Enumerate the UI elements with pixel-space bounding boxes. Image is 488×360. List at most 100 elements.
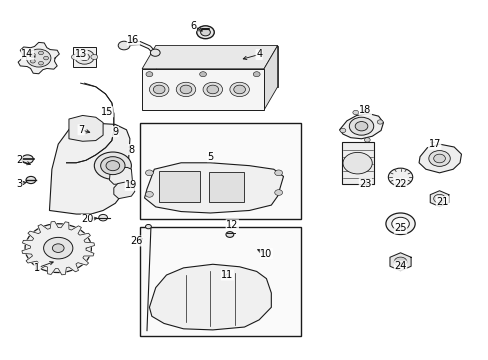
Circle shape bbox=[71, 54, 78, 59]
Circle shape bbox=[203, 82, 222, 96]
Text: 13: 13 bbox=[75, 49, 87, 59]
Text: 14: 14 bbox=[21, 49, 34, 59]
Text: 8: 8 bbox=[128, 144, 134, 154]
Polygon shape bbox=[114, 182, 135, 199]
Polygon shape bbox=[159, 171, 199, 202]
Polygon shape bbox=[22, 221, 94, 275]
Polygon shape bbox=[209, 172, 243, 202]
Circle shape bbox=[26, 176, 36, 184]
Text: 22: 22 bbox=[393, 179, 406, 189]
Text: 9: 9 bbox=[112, 127, 118, 136]
Circle shape bbox=[26, 49, 51, 67]
Circle shape bbox=[91, 54, 98, 59]
Circle shape bbox=[364, 138, 369, 142]
Circle shape bbox=[145, 170, 153, 176]
Circle shape bbox=[199, 72, 206, 77]
Text: 5: 5 bbox=[207, 152, 213, 162]
Circle shape bbox=[94, 152, 131, 179]
Text: 10: 10 bbox=[260, 248, 272, 258]
Text: 26: 26 bbox=[130, 236, 142, 246]
Polygon shape bbox=[69, 116, 103, 141]
Circle shape bbox=[80, 53, 89, 60]
Text: 2: 2 bbox=[16, 155, 22, 165]
Circle shape bbox=[433, 154, 445, 163]
Circle shape bbox=[75, 50, 94, 64]
Polygon shape bbox=[18, 42, 59, 74]
Circle shape bbox=[225, 231, 233, 237]
Circle shape bbox=[43, 56, 48, 60]
Polygon shape bbox=[109, 167, 132, 184]
Polygon shape bbox=[142, 69, 264, 110]
Text: 1: 1 bbox=[34, 263, 40, 273]
Text: 7: 7 bbox=[78, 125, 84, 135]
Circle shape bbox=[387, 168, 412, 186]
Text: 6: 6 bbox=[190, 21, 196, 31]
Bar bbox=[140, 123, 300, 220]
Text: 15: 15 bbox=[101, 107, 113, 117]
Circle shape bbox=[274, 190, 282, 195]
Polygon shape bbox=[418, 144, 461, 173]
Text: 20: 20 bbox=[81, 215, 94, 224]
Circle shape bbox=[348, 117, 373, 135]
Circle shape bbox=[39, 51, 43, 55]
Circle shape bbox=[428, 150, 449, 166]
Circle shape bbox=[274, 170, 282, 176]
Circle shape bbox=[118, 41, 130, 50]
Circle shape bbox=[253, 72, 260, 77]
Circle shape bbox=[150, 49, 160, 56]
Circle shape bbox=[43, 237, 73, 259]
Circle shape bbox=[39, 62, 43, 65]
Text: 4: 4 bbox=[256, 49, 262, 59]
Circle shape bbox=[342, 152, 371, 174]
Text: 16: 16 bbox=[127, 35, 139, 45]
Polygon shape bbox=[264, 45, 277, 110]
Text: 25: 25 bbox=[393, 224, 406, 233]
Circle shape bbox=[393, 257, 406, 266]
Circle shape bbox=[196, 26, 214, 39]
Circle shape bbox=[31, 228, 85, 268]
Circle shape bbox=[391, 217, 408, 230]
Circle shape bbox=[376, 120, 382, 124]
Polygon shape bbox=[144, 163, 283, 213]
Circle shape bbox=[99, 215, 107, 221]
Circle shape bbox=[21, 155, 33, 163]
Polygon shape bbox=[149, 264, 271, 330]
Circle shape bbox=[433, 194, 445, 203]
Circle shape bbox=[233, 85, 245, 94]
Circle shape bbox=[52, 244, 64, 252]
Circle shape bbox=[101, 157, 125, 175]
Text: 12: 12 bbox=[225, 220, 238, 230]
Text: 18: 18 bbox=[359, 105, 371, 115]
Circle shape bbox=[30, 59, 35, 63]
Polygon shape bbox=[73, 47, 96, 67]
Circle shape bbox=[25, 224, 91, 273]
Text: 3: 3 bbox=[16, 179, 22, 189]
Circle shape bbox=[30, 53, 35, 57]
Bar bbox=[341, 142, 373, 184]
Circle shape bbox=[354, 122, 367, 131]
Circle shape bbox=[385, 213, 414, 234]
Circle shape bbox=[200, 29, 210, 36]
Polygon shape bbox=[156, 45, 277, 87]
Circle shape bbox=[146, 72, 153, 77]
Circle shape bbox=[153, 85, 164, 94]
Circle shape bbox=[229, 82, 249, 96]
Circle shape bbox=[176, 82, 195, 96]
Polygon shape bbox=[142, 45, 277, 69]
Polygon shape bbox=[339, 114, 383, 139]
Text: 19: 19 bbox=[125, 180, 137, 190]
Text: 23: 23 bbox=[359, 179, 371, 189]
Bar bbox=[140, 226, 300, 336]
Circle shape bbox=[106, 161, 120, 171]
Circle shape bbox=[352, 111, 358, 114]
Text: 24: 24 bbox=[393, 261, 406, 271]
Text: 17: 17 bbox=[427, 139, 440, 149]
Polygon shape bbox=[49, 123, 130, 214]
Circle shape bbox=[206, 85, 218, 94]
Circle shape bbox=[145, 225, 151, 229]
Text: 21: 21 bbox=[435, 197, 448, 207]
Polygon shape bbox=[389, 253, 410, 271]
Circle shape bbox=[145, 192, 153, 197]
Text: 11: 11 bbox=[221, 270, 233, 280]
Polygon shape bbox=[429, 191, 448, 207]
